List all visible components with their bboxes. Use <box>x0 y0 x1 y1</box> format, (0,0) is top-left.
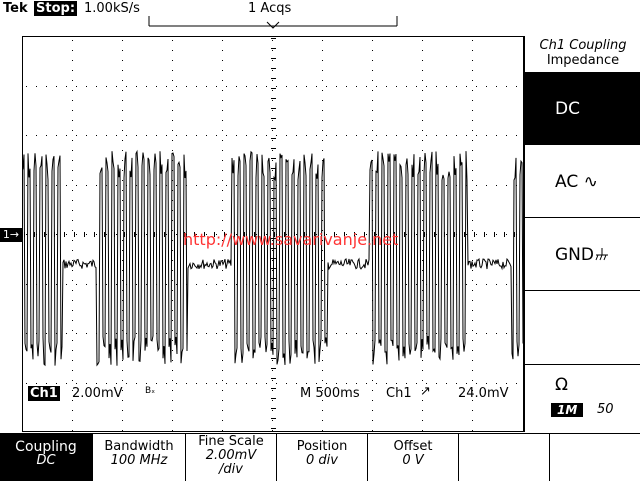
coupling-dc-option[interactable]: DC <box>525 73 640 145</box>
impedance-option[interactable]: Ω 1M 50 <box>525 365 640 432</box>
impedance-1m: 1M <box>551 403 584 417</box>
gnd-label: GND <box>555 245 594 265</box>
bottom-empty-button-2[interactable] <box>550 434 639 481</box>
fine-scale-button[interactable]: Fine Scale 2.00mV /div <box>186 434 277 481</box>
side-menu-empty-slot <box>525 292 640 365</box>
brand-label: Tek <box>3 1 28 16</box>
acquisition-count: 1 Acqs <box>248 1 292 16</box>
coupling-button[interactable]: Coupling DC <box>0 434 93 481</box>
volts-per-div: 2.00mV <box>72 386 123 401</box>
impedance-50: 50 <box>597 402 614 417</box>
bandwidth-limit-icon: Bₓ <box>145 386 156 396</box>
watermark-text: http://www.savarivanje.net <box>183 230 399 249</box>
side-menu-title: Ch1 Coupling Impedance <box>525 36 640 73</box>
top-status-bar: Tek Stop: 1.00kS/s 1 Acqs <box>0 0 640 34</box>
bandwidth-button[interactable]: Bandwidth 100 MHz <box>93 434 186 481</box>
bottom-menu: Coupling DC Bandwidth 100 MHz Fine Scale… <box>0 433 640 481</box>
sample-rate: 1.00kS/s <box>84 1 140 16</box>
coupling-ac-option[interactable]: AC ∿ <box>525 146 640 218</box>
trigger-source: Ch1 <box>386 386 412 401</box>
channel-label: Ch1 <box>28 386 60 401</box>
status-line: Ch1 <box>28 386 60 401</box>
trigger-level: 24.0mV <box>458 386 509 401</box>
waveform-display[interactable] <box>22 36 524 432</box>
position-button[interactable]: Position 0 div <box>277 434 368 481</box>
ground-icon <box>595 248 608 261</box>
coupling-gnd-option[interactable]: GND <box>525 219 640 291</box>
offset-button[interactable]: Offset 0 V <box>368 434 459 481</box>
record-view-bracket <box>148 16 398 29</box>
ohm-icon: Ω <box>555 375 568 395</box>
side-menu: Ch1 Coupling Impedance DC AC ∿ GND Ω 1M … <box>524 36 640 432</box>
ch1-trace <box>22 149 524 367</box>
ch1-ground-marker[interactable]: 1→ <box>0 228 22 242</box>
trigger-slope-icon: ↗ <box>420 384 431 399</box>
timebase: M 500ms <box>300 386 360 401</box>
acquisition-state: Stop: <box>34 1 78 16</box>
bottom-empty-button-1[interactable] <box>459 434 550 481</box>
